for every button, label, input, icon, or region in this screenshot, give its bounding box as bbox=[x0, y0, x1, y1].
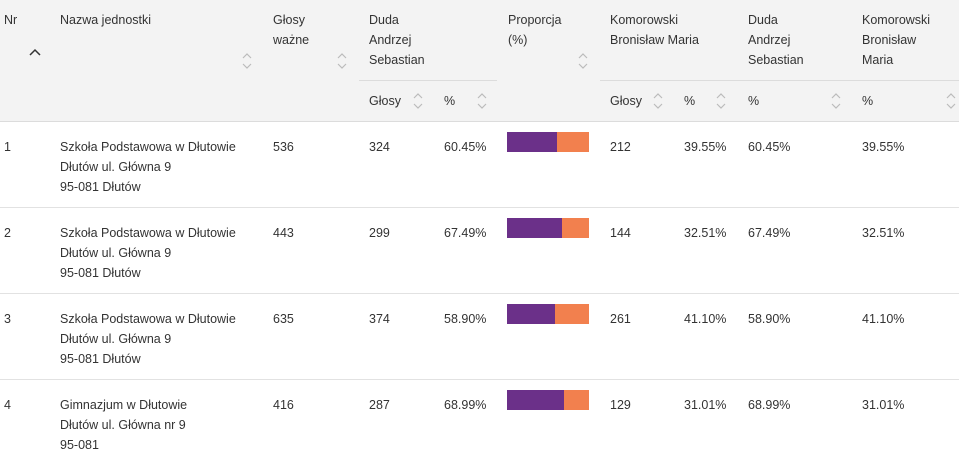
header-duda: Duda Andrzej Sebastian bbox=[369, 13, 425, 67]
cell-kom-pct: 31.01% bbox=[684, 398, 727, 412]
proportion-bar-komorowski bbox=[555, 304, 589, 324]
cell-nazwa: Szkoła Podstawowa w Dłutowie Dłutów ul. G… bbox=[60, 226, 236, 280]
cell-kom-pct-b: 41.10% bbox=[862, 312, 905, 326]
cell-kom-pct: 32.51% bbox=[684, 226, 727, 240]
cell-glosy-wazne: 635 bbox=[273, 312, 294, 326]
proportion-bar bbox=[507, 304, 589, 324]
sort-icon[interactable] bbox=[652, 92, 663, 110]
cell-duda-pct: 67.49% bbox=[444, 226, 487, 240]
cell-glosy-wazne: 443 bbox=[273, 226, 294, 240]
cell-nazwa: Gimnazjum w Dłutowie Dłutów ul. Główna nr… bbox=[60, 398, 188, 452]
proportion-bar-komorowski bbox=[562, 218, 589, 238]
subheader-duda-glosy[interactable]: Głosy bbox=[369, 94, 401, 108]
proportion-bar-komorowski bbox=[563, 390, 589, 410]
cell-duda-pct: 68.99% bbox=[444, 398, 487, 412]
cell-nr: 1 bbox=[4, 140, 11, 154]
proportion-bar-duda bbox=[507, 218, 563, 238]
sort-ascending-icon[interactable] bbox=[29, 48, 41, 66]
proportion-bar-duda bbox=[507, 132, 557, 152]
cell-nr: 4 bbox=[4, 398, 11, 412]
header-proporcja[interactable]: Proporcja (%) bbox=[508, 13, 562, 47]
cell-nr: 3 bbox=[4, 312, 11, 326]
cell-nazwa: Szkoła Podstawowa w Dłutowie Dłutów ul. G… bbox=[60, 312, 236, 366]
cell-nr: 2 bbox=[4, 226, 11, 240]
cell-kom-glosy: 144 bbox=[610, 226, 631, 240]
cell-duda-pct-b: 58.90% bbox=[748, 312, 791, 326]
cell-duda-pct: 58.90% bbox=[444, 312, 487, 326]
cell-kom-pct: 41.10% bbox=[684, 312, 727, 326]
cell-kom-glosy: 212 bbox=[610, 140, 631, 154]
sort-icon[interactable] bbox=[830, 92, 841, 110]
subheader-duda-pct[interactable]: % bbox=[444, 94, 456, 108]
proportion-bar bbox=[507, 132, 589, 152]
cell-nazwa: Szkoła Podstawowa w Dłutowie Dłutów ul. G… bbox=[60, 140, 236, 194]
cell-duda-pct-b: 60.45% bbox=[748, 140, 791, 154]
sort-icon[interactable] bbox=[715, 92, 726, 110]
sort-icon[interactable] bbox=[577, 52, 588, 70]
header-divider bbox=[600, 80, 959, 81]
header-komorowski-pct[interactable]: Komorowski Bronisław Maria bbox=[862, 13, 931, 67]
subheader-kom-pct[interactable]: % bbox=[684, 94, 696, 108]
cell-kom-pct-b: 32.51% bbox=[862, 226, 905, 240]
sort-icon[interactable] bbox=[241, 52, 252, 70]
cell-duda-glosy: 374 bbox=[369, 312, 390, 326]
header-komorowski: Komorowski Bronisław Maria bbox=[610, 13, 699, 47]
sort-icon[interactable] bbox=[412, 92, 423, 110]
cell-duda-pct: 60.45% bbox=[444, 140, 487, 154]
row-divider bbox=[0, 293, 959, 294]
cell-kom-pct-b: 31.01% bbox=[862, 398, 905, 412]
subheader-kom-pct-b: % bbox=[862, 94, 874, 108]
header-divider bbox=[359, 80, 497, 81]
subheader-kom-glosy[interactable]: Głosy bbox=[610, 94, 642, 108]
sort-icon[interactable] bbox=[945, 92, 956, 110]
header-duda-pct[interactable]: Duda Andrzej Sebastian bbox=[748, 13, 804, 67]
cell-glosy-wazne: 536 bbox=[273, 140, 294, 154]
header-glosy-wazne[interactable]: Głosy ważne bbox=[273, 13, 310, 47]
sort-icon[interactable] bbox=[336, 52, 347, 70]
header-nr[interactable]: Nr bbox=[4, 13, 18, 27]
cell-kom-pct: 39.55% bbox=[684, 140, 727, 154]
cell-duda-glosy: 287 bbox=[369, 398, 390, 412]
cell-duda-pct-b: 67.49% bbox=[748, 226, 791, 240]
proportion-bar-duda bbox=[507, 304, 556, 324]
proportion-bar-komorowski bbox=[556, 132, 589, 152]
table-header bbox=[0, 0, 959, 122]
row-divider bbox=[0, 379, 959, 380]
proportion-bar bbox=[507, 390, 589, 410]
cell-duda-pct-b: 68.99% bbox=[748, 398, 791, 412]
proportion-bar-duda bbox=[507, 390, 564, 410]
header-nazwa[interactable]: Nazwa jednostki bbox=[60, 13, 152, 27]
cell-kom-pct-b: 39.55% bbox=[862, 140, 905, 154]
row-divider bbox=[0, 207, 959, 208]
cell-duda-glosy: 299 bbox=[369, 226, 390, 240]
cell-kom-glosy: 261 bbox=[610, 312, 631, 326]
cell-duda-glosy: 324 bbox=[369, 140, 390, 154]
sort-icon[interactable] bbox=[476, 92, 487, 110]
subheader-duda-pct-b: % bbox=[748, 94, 760, 108]
proportion-bar bbox=[507, 218, 589, 238]
cell-kom-glosy: 129 bbox=[610, 398, 631, 412]
cell-glosy-wazne: 416 bbox=[273, 398, 294, 412]
